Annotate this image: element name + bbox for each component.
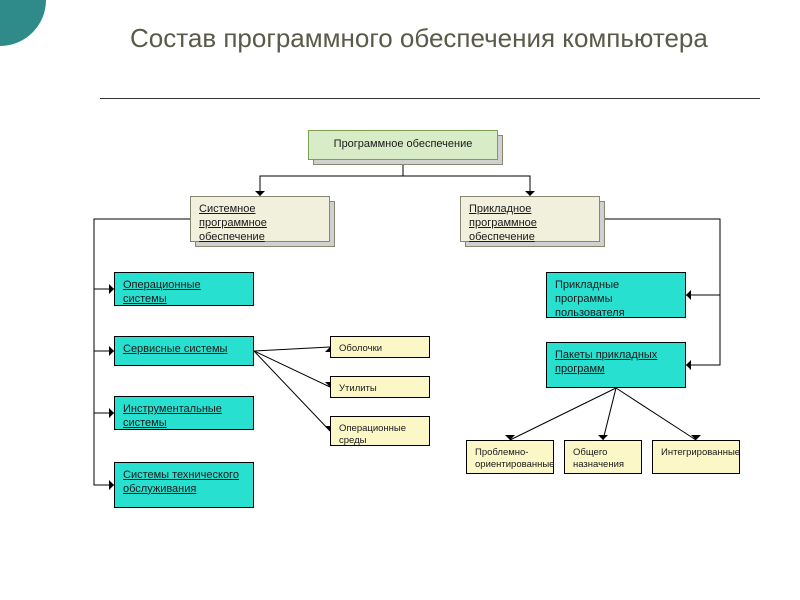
corner-circle-decoration bbox=[0, 0, 46, 46]
node-label: Оболочки bbox=[339, 343, 382, 354]
node-label: Прикладные программы пользователя bbox=[555, 279, 625, 319]
node-root: Программное обеспечение bbox=[308, 130, 498, 160]
node-label: Интегрированные bbox=[661, 447, 740, 458]
node-label: Общего назначения bbox=[573, 447, 624, 470]
node-label: Инструментальные системы bbox=[123, 403, 222, 429]
node-serv: Сервисные системы bbox=[114, 336, 254, 366]
node-label: Программное обеспечение bbox=[334, 138, 473, 152]
node-inst: Инструментальные системы bbox=[114, 396, 254, 430]
node-label: Прикладное программное обеспечение bbox=[469, 203, 537, 243]
node-sys: Системное программное обеспечение bbox=[190, 196, 330, 242]
node-label: Операционные среды bbox=[339, 423, 406, 446]
node-gen: Общего назначения bbox=[564, 440, 642, 474]
node-label: Системы технического обслуживания bbox=[123, 469, 239, 495]
node-label: Проблемно-ориентированные bbox=[475, 447, 554, 470]
node-pkg: Пакеты прикладных программ bbox=[546, 342, 686, 388]
node-int: Интегрированные bbox=[652, 440, 740, 474]
node-label: Системное программное обеспечение bbox=[199, 203, 267, 243]
node-label: Сервисные системы bbox=[123, 343, 227, 355]
title-divider bbox=[100, 98, 760, 99]
node-app: Прикладное программное обеспечение bbox=[460, 196, 600, 242]
node-shell: Оболочки bbox=[330, 336, 430, 358]
page-title: Состав программного обеспечения компьюте… bbox=[130, 22, 708, 55]
node-label: Утилиты bbox=[339, 383, 377, 394]
node-tech: Системы технического обслуживания bbox=[114, 462, 254, 508]
node-label: Операционные системы bbox=[123, 279, 201, 305]
node-util: Утилиты bbox=[330, 376, 430, 398]
node-userp: Прикладные программы пользователя bbox=[546, 272, 686, 318]
node-openv: Операционные среды bbox=[330, 416, 430, 446]
node-prob: Проблемно-ориентированные bbox=[466, 440, 554, 474]
node-label: Пакеты прикладных программ bbox=[555, 349, 657, 375]
node-os: Операционные системы bbox=[114, 272, 254, 306]
